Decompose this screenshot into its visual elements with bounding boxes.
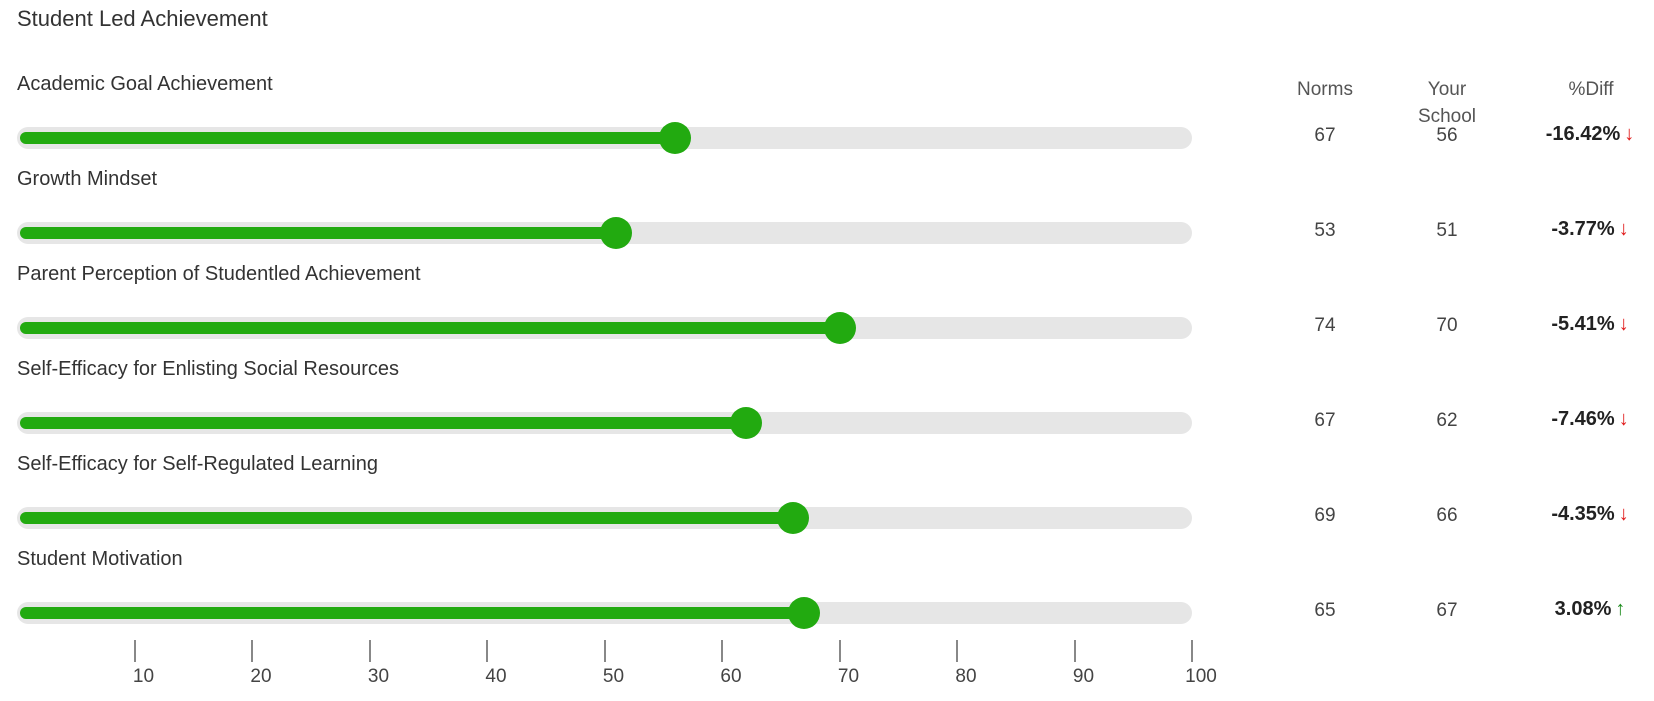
axis-tick-label: 80 <box>955 666 977 687</box>
axis-tick <box>1073 640 1076 662</box>
axis-tick-label: 90 <box>1072 666 1095 687</box>
score-slider-track[interactable] <box>17 312 1192 344</box>
your-school-value: 56 <box>1436 125 1458 146</box>
down-arrow-icon: ↓ <box>1618 218 1629 240</box>
score-slider-fill <box>20 417 746 429</box>
percent-diff: -3.77% ↓ <box>1510 218 1654 241</box>
score-slider-handle[interactable] <box>823 312 856 344</box>
axis-tick-label: 50 <box>602 666 625 687</box>
score-slider-fill <box>20 132 675 144</box>
axis-tick <box>251 640 253 662</box>
score-slider-track[interactable] <box>17 407 1192 439</box>
score-slider-handle[interactable] <box>600 217 633 249</box>
score-slider-handle[interactable] <box>659 122 691 154</box>
measure-label: Growth Mindset <box>17 168 158 190</box>
norms-column-header: Norms <box>1297 79 1353 100</box>
diff-column-header: %Diff <box>1568 79 1614 100</box>
measure-row: Parent Perception of Studentled Achievem… <box>0 263 1654 353</box>
axis-tick-label: 10 <box>132 666 155 687</box>
your-school-value: 70 <box>1436 315 1458 336</box>
score-slider-track[interactable] <box>17 502 1192 534</box>
measure-row: Self-Efficacy for Self-Regulated Learnin… <box>0 453 1654 543</box>
score-slider-fill <box>20 607 805 619</box>
axis-tick-label: 60 <box>720 666 742 687</box>
your-school-column-header: Your School <box>1417 79 1477 127</box>
axis-tick <box>603 640 606 662</box>
your-school-value: 66 <box>1436 505 1458 526</box>
your-school-value: 67 <box>1436 600 1458 621</box>
score-slider-fill <box>20 322 840 334</box>
norms-value: 67 <box>1314 410 1336 431</box>
axis-tick <box>486 640 488 662</box>
percent-diff: 3.08% ↑ <box>1510 598 1654 621</box>
measure-label: Academic Goal Achievement <box>17 73 273 95</box>
measure-row: Academic Goal Achievement 67 56 -16.42% ↓ <box>0 73 1654 163</box>
axis-tick-label: 20 <box>250 666 272 687</box>
percent-diff-value: -16.42% <box>1545 123 1621 145</box>
score-slider-fill <box>20 227 617 239</box>
axis-tick <box>1191 640 1193 662</box>
score-slider-handle[interactable] <box>776 502 809 534</box>
norms-value: 67 <box>1314 125 1336 146</box>
score-slider-handle[interactable] <box>788 597 821 629</box>
axis-tick <box>838 640 841 662</box>
percent-diff: -4.35% ↓ <box>1510 503 1654 526</box>
score-slider-track[interactable] <box>17 217 1192 249</box>
axis-tick-label: 100 <box>1185 666 1217 687</box>
percent-diff: -5.41% ↓ <box>1510 313 1654 336</box>
percent-diff: -16.42% ↓ <box>1510 123 1654 146</box>
percent-diff-value: 3.08% <box>1554 598 1612 620</box>
axis-tick-label: 30 <box>367 666 390 687</box>
percent-diff-value: -7.46% <box>1551 408 1615 430</box>
norms-value: 53 <box>1314 220 1336 241</box>
down-arrow-icon: ↓ <box>1624 123 1635 145</box>
measure-label: Self-Efficacy for Enlisting Social Resou… <box>17 358 400 380</box>
score-slider-track[interactable] <box>17 122 1192 154</box>
down-arrow-icon: ↓ <box>1618 503 1629 525</box>
scale-axis: 10 20 30 40 50 60 70 80 90 100 <box>0 636 1654 696</box>
your-school-value: 51 <box>1436 220 1458 241</box>
measure-row: Growth Mindset 53 51 -3.77% ↓ <box>0 168 1654 258</box>
percent-diff-value: -4.35% <box>1551 503 1615 525</box>
axis-tick <box>133 640 136 662</box>
percent-diff-value: -3.77% <box>1551 218 1615 240</box>
measure-label: Parent Perception of Studentled Achievem… <box>17 263 421 285</box>
norms-value: 69 <box>1314 505 1336 526</box>
axis-tick <box>368 640 371 662</box>
axis-tick-label: 40 <box>485 666 507 687</box>
measure-label: Student Motivation <box>17 548 183 570</box>
axis-tick <box>956 640 958 662</box>
page-title: Student Led Achievement <box>17 6 268 31</box>
measure-row: Student Motivation 65 67 3.08% ↑ <box>0 548 1654 638</box>
measure-label: Self-Efficacy for Self-Regulated Learnin… <box>17 453 378 475</box>
score-slider-track[interactable] <box>17 597 1192 629</box>
score-slider-fill <box>20 512 793 524</box>
measure-row: Self-Efficacy for Enlisting Social Resou… <box>0 358 1654 448</box>
axis-tick <box>721 640 723 662</box>
down-arrow-icon: ↓ <box>1618 313 1629 335</box>
percent-diff: -7.46% ↓ <box>1510 408 1654 431</box>
percent-diff-value: -5.41% <box>1551 313 1615 335</box>
norms-value: 74 <box>1314 315 1336 336</box>
down-arrow-icon: ↓ <box>1618 408 1629 430</box>
norms-value: 65 <box>1314 600 1336 621</box>
score-slider-handle[interactable] <box>729 407 762 439</box>
your-school-value: 62 <box>1436 410 1458 431</box>
axis-tick-label: 70 <box>837 666 860 687</box>
up-arrow-icon: ↑ <box>1615 598 1626 620</box>
